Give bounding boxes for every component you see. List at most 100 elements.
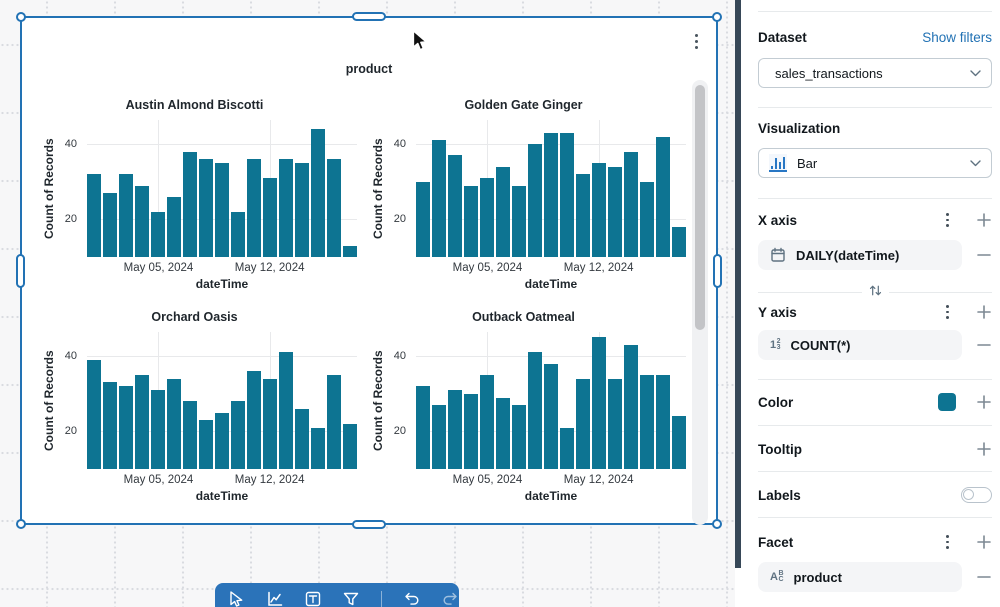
bar[interactable] [560,132,574,257]
bar[interactable] [416,386,430,469]
bar[interactable] [496,397,510,469]
bar[interactable] [87,174,101,257]
bar[interactable] [480,374,494,469]
bar[interactable] [544,363,558,469]
bar[interactable] [560,427,574,469]
resize-handle-right[interactable] [713,253,722,288]
chart-widget[interactable]: product Austin Almond Biscotti Count of … [16,12,722,529]
bar[interactable] [295,162,309,257]
resize-handle-left[interactable] [16,253,25,288]
facet-menu-icon[interactable] [939,534,955,550]
bar[interactable] [231,401,245,469]
bar[interactable] [656,136,670,257]
widget-scrollbar[interactable] [692,80,708,525]
dashboard-canvas[interactable]: product Austin Almond Biscotti Count of … [0,0,735,607]
bar[interactable] [135,185,149,257]
bar[interactable] [448,389,462,469]
bar[interactable] [215,412,229,469]
bar[interactable] [464,393,478,469]
bar[interactable] [327,159,341,257]
bar[interactable] [432,140,446,257]
bar[interactable] [496,166,510,257]
resize-handle-top[interactable] [352,12,386,21]
bar[interactable] [464,185,478,257]
bar[interactable] [528,352,542,469]
bar[interactable] [135,374,149,469]
bar[interactable] [592,162,606,257]
bar[interactable] [448,155,462,257]
select-tool-icon[interactable] [229,591,245,607]
bar[interactable] [672,416,686,469]
bar[interactable] [87,359,101,469]
bar[interactable] [103,382,117,469]
tooltip-add-icon[interactable] [976,441,992,457]
bar[interactable] [311,427,325,469]
bar[interactable] [576,378,590,469]
resize-handle-top-right[interactable] [712,12,722,22]
bar[interactable] [528,144,542,257]
bar[interactable] [151,211,165,257]
bar[interactable] [247,371,261,469]
bar[interactable] [656,374,670,469]
bar[interactable] [416,181,430,257]
add-filter-icon[interactable] [343,591,359,607]
facet-remove-icon[interactable] [976,569,992,585]
bar[interactable] [624,151,638,257]
bar[interactable] [215,162,229,257]
resize-handle-top-left[interactable] [16,12,26,22]
add-visualization-icon[interactable] [267,591,283,607]
bar[interactable] [343,245,357,257]
resize-handle-bottom-left[interactable] [16,519,26,529]
bar[interactable] [608,378,622,469]
bar[interactable] [343,423,357,469]
bar[interactable] [279,352,293,469]
bar[interactable] [167,378,181,469]
bar[interactable] [119,386,133,469]
bar[interactable] [624,344,638,469]
bar[interactable] [183,401,197,469]
bar[interactable] [640,374,654,469]
x-axis-remove-icon[interactable] [976,247,992,263]
bar[interactable] [592,337,606,469]
bar[interactable] [512,185,526,257]
bar[interactable] [327,374,341,469]
undo-icon[interactable] [404,591,420,607]
bar[interactable] [544,132,558,257]
bar[interactable] [295,408,309,469]
show-filters-link[interactable]: Show filters [922,30,992,45]
labels-toggle[interactable] [961,487,992,503]
x-axis-field-chip[interactable]: DAILY(dateTime) [758,240,962,270]
bar[interactable] [119,174,133,257]
bar[interactable] [103,193,117,257]
bar[interactable] [432,405,446,469]
resize-handle-bottom[interactable] [352,520,386,529]
bar[interactable] [576,174,590,257]
bar[interactable] [247,159,261,257]
bar[interactable] [231,211,245,257]
bar[interactable] [263,378,277,469]
y-axis-menu-icon[interactable] [939,304,955,320]
facet-add-icon[interactable] [976,534,992,550]
y-axis-add-icon[interactable] [976,304,992,320]
x-axis-add-icon[interactable] [976,212,992,228]
bar[interactable] [512,405,526,469]
bar[interactable] [672,226,686,257]
bar[interactable] [640,181,654,257]
scrollbar-thumb[interactable] [695,85,705,330]
bar[interactable] [263,177,277,257]
resize-handle-bottom-right[interactable] [712,519,722,529]
bar[interactable] [167,196,181,257]
widget-menu-icon[interactable] [693,31,700,52]
dataset-select[interactable]: sales_transactions [758,58,992,88]
add-text-icon[interactable] [305,591,321,607]
panel-resize-handle[interactable] [735,0,741,568]
y-axis-remove-icon[interactable] [976,337,992,353]
color-add-icon[interactable] [976,394,992,410]
bar[interactable] [480,177,494,257]
color-swatch[interactable] [938,393,956,411]
bar[interactable] [199,420,213,469]
bar[interactable] [608,166,622,257]
bar[interactable] [151,389,165,469]
